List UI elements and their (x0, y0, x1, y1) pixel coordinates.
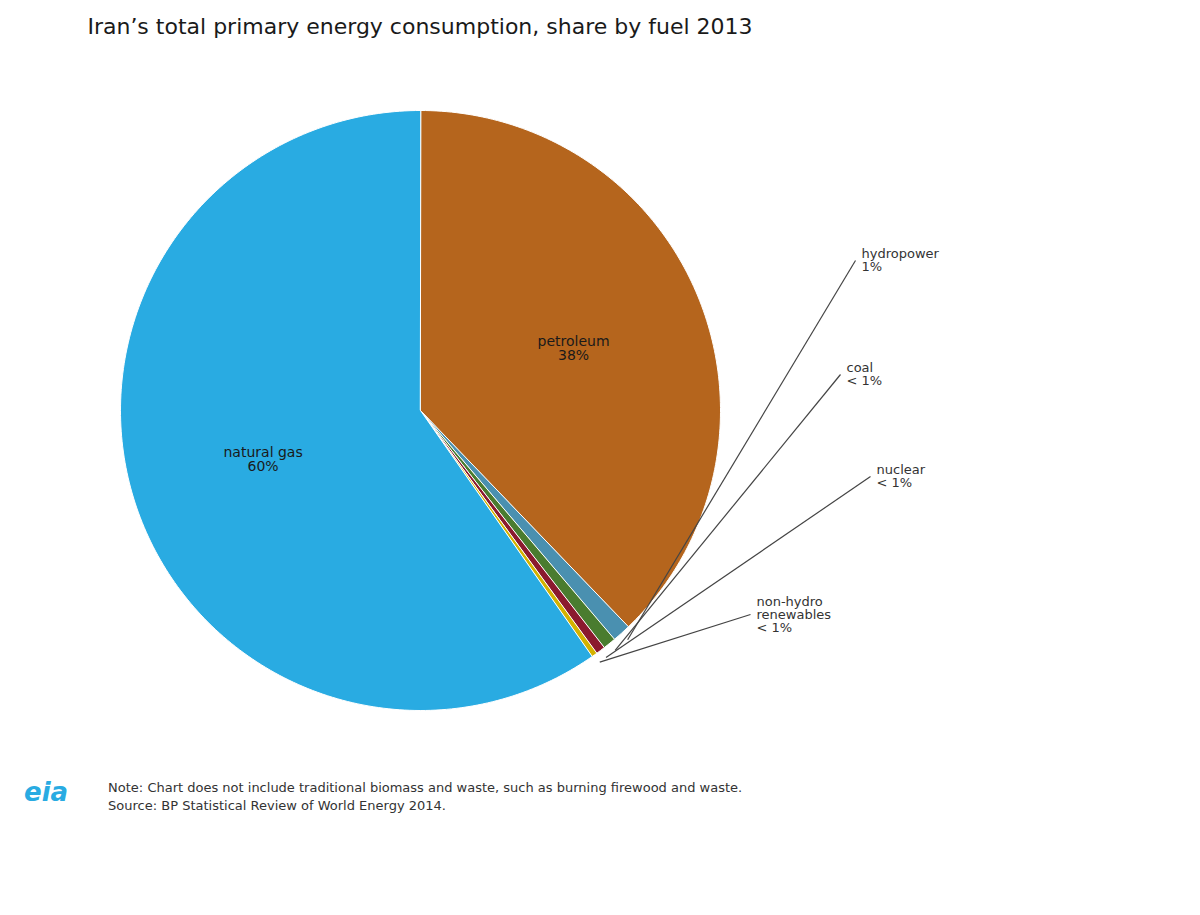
svg-text:petroleum38%: petroleum38% (538, 333, 610, 363)
svg-text:nuclear< 1%: nuclear< 1% (877, 462, 926, 490)
svg-text:non-hydrorenewables< 1%: non-hydrorenewables< 1% (757, 594, 832, 635)
html-text:Iran’s total primary energy co: Iran’s total primary energy consumption,… (87, 14, 753, 39)
html-text:Note: Chart does not include t: Note: Chart does not include traditional… (108, 780, 743, 814)
html-text:eia: eia (24, 777, 69, 807)
svg-text:natural gas60%: natural gas60% (223, 444, 302, 474)
svg-text:coal< 1%: coal< 1% (847, 360, 883, 388)
svg-text:hydropower1%: hydropower1% (862, 246, 940, 274)
